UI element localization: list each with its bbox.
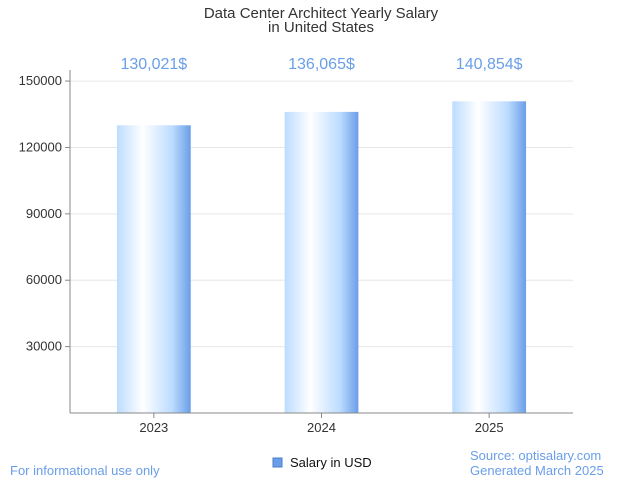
y-tick-label: 90000 [26, 206, 62, 221]
data-label-2023: 130,021$ [120, 56, 187, 73]
footer-generated: Generated March 2025 [470, 463, 604, 478]
x-tick-label-2025: 2025 [475, 420, 504, 435]
y-tick-label: 60000 [26, 272, 62, 287]
x-tick-label-2023: 2023 [139, 420, 168, 435]
bar-2024[interactable] [284, 111, 359, 414]
data-label-2025: 140,854$ [456, 56, 523, 73]
data-label-2024: 136,065$ [288, 56, 355, 73]
bars [116, 101, 527, 414]
y-tick-label: 120000 [19, 139, 62, 154]
axes: 30000 60000 90000 120000 150000 [19, 70, 573, 418]
bar-2023[interactable] [116, 125, 191, 413]
chart-title-line-2: in United States [268, 19, 374, 36]
legend-label-salary: Salary in USD [290, 455, 372, 470]
labels: 130,021$ 2023 136,065$ 2024 140,854$ 2025 [120, 56, 522, 435]
legend[interactable]: Salary in USD [272, 455, 372, 470]
y-tick-label: 30000 [26, 339, 62, 354]
footer-source: Source: optisalary.com [470, 448, 601, 463]
y-tick-label: 150000 [19, 73, 62, 88]
chart-title-line-1: Data Center Architect Yearly Salary [204, 5, 439, 22]
legend-swatch-salary [272, 457, 283, 468]
footer-disclaimer: For informational use only [10, 463, 160, 478]
bar-2025[interactable] [452, 101, 527, 414]
x-tick-label-2024: 2024 [307, 420, 336, 435]
